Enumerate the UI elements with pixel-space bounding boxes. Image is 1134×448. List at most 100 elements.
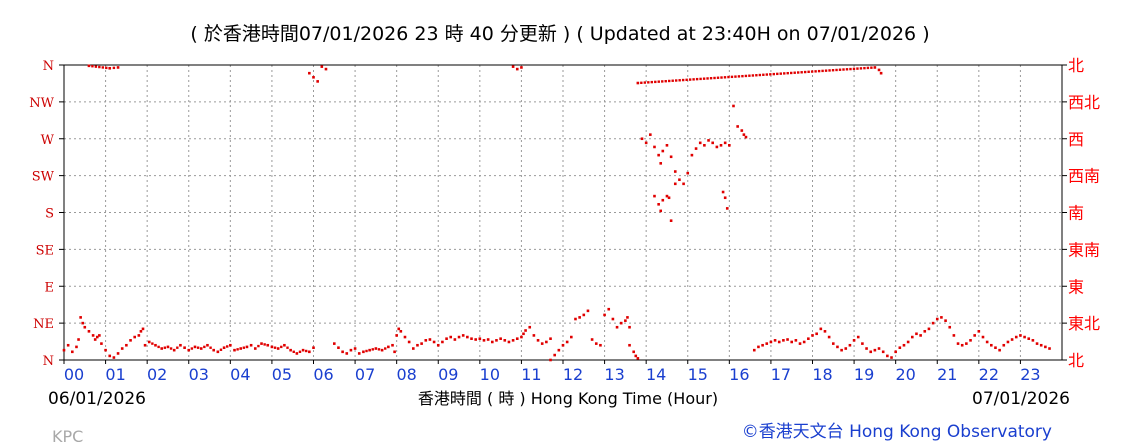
data-point (695, 77, 699, 81)
data-point (387, 345, 390, 349)
data-point (709, 77, 713, 80)
data-point (98, 65, 101, 69)
data-point (798, 342, 802, 345)
data-point (734, 75, 737, 78)
data-point (721, 190, 725, 194)
data-point (998, 348, 1001, 352)
x-tick-label: 06 (313, 365, 333, 384)
data-point (578, 316, 581, 319)
data-point (694, 147, 698, 150)
data-point (894, 350, 897, 354)
data-point (147, 340, 151, 344)
data-point (190, 347, 194, 350)
data-point (324, 67, 328, 71)
data-point (120, 347, 124, 350)
data-point (570, 335, 573, 339)
y-tick-label-right: 東 (1068, 277, 1084, 296)
data-point (698, 141, 702, 145)
data-point (821, 69, 824, 73)
x-axis-ticks: 00 01 02 03 04 05 06 07 08 09 10 11 12 13 14 15 16 17 18 19… (63, 360, 1041, 384)
data-point (582, 313, 586, 317)
data-point (667, 196, 671, 200)
data-point (143, 343, 147, 347)
data-point (515, 67, 519, 71)
data-point (800, 71, 803, 74)
data-point (253, 347, 257, 350)
data-point (424, 339, 428, 342)
data-point (758, 73, 762, 77)
data-point (108, 66, 112, 70)
y-axis-left: N NE E SE S SW W NW N (29, 59, 64, 369)
data-point (960, 343, 964, 347)
data-point (673, 170, 677, 173)
data-point (732, 104, 735, 108)
data-point (491, 340, 494, 344)
x-tick-label: 01 (105, 365, 125, 384)
data-point (520, 335, 523, 339)
x-tick-label: 04 (230, 365, 250, 384)
data-point (678, 178, 681, 182)
data-point (682, 182, 685, 186)
data-point (66, 343, 70, 347)
data-point (865, 347, 868, 350)
data-point (179, 343, 182, 347)
data-point (831, 342, 835, 345)
data-point (549, 358, 552, 362)
data-point (657, 80, 660, 83)
data-point (528, 325, 532, 329)
data-point (515, 337, 519, 340)
data-point (619, 321, 623, 325)
data-point (599, 343, 602, 347)
data-point (640, 137, 644, 141)
data-point (762, 73, 765, 76)
data-point (881, 350, 885, 354)
x-tick-label: 19 (854, 365, 874, 384)
data-point (590, 338, 594, 341)
data-point (586, 309, 590, 313)
x-tick-label: 08 (396, 365, 416, 384)
data-point (803, 70, 807, 74)
x-tick-label: 07 (355, 365, 375, 384)
data-point (283, 343, 286, 347)
data-point (870, 66, 873, 69)
y-tick-label-right: 東南 (1068, 240, 1100, 259)
y-tick-label-right: 西 (1068, 130, 1084, 149)
data-point (744, 135, 748, 139)
data-point (399, 330, 403, 333)
data-point (814, 70, 817, 73)
data-point (397, 327, 401, 331)
data-point (403, 335, 407, 339)
data-point (890, 356, 893, 359)
data-point (368, 348, 371, 352)
data-point (100, 342, 103, 345)
data-point (723, 141, 727, 145)
data-point (365, 349, 368, 353)
x-tick-label: 00 (64, 365, 84, 384)
data-point (594, 342, 598, 345)
data-point (873, 348, 877, 352)
data-point (615, 325, 619, 329)
data-point (87, 64, 91, 68)
data-point (260, 342, 263, 345)
data-point (935, 317, 939, 321)
data-point (105, 66, 108, 70)
data-point (536, 339, 540, 342)
data-point (956, 342, 960, 345)
data-point (524, 329, 527, 332)
data-point (664, 79, 667, 83)
data-point (432, 340, 436, 344)
data-point (669, 219, 673, 222)
data-point (817, 69, 821, 73)
data-point (844, 347, 848, 350)
data-point (357, 352, 361, 355)
data-point (607, 307, 611, 311)
data-point (461, 334, 465, 337)
data-point (139, 330, 143, 333)
data-point (441, 340, 444, 344)
data-point (856, 335, 860, 339)
y-tick-label-left: N (43, 59, 54, 74)
data-point (395, 334, 398, 337)
x-tick-label: 23 (1020, 365, 1040, 384)
data-point (640, 81, 643, 84)
data-point (478, 337, 482, 340)
